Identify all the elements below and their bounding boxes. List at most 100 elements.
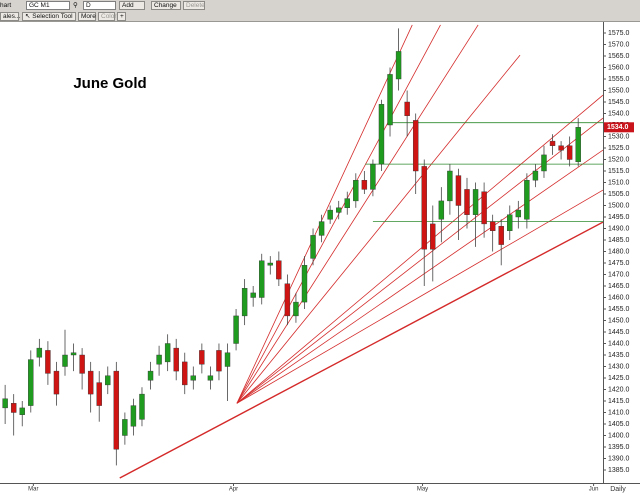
candle-body [566, 145, 573, 160]
candle-body [524, 179, 530, 220]
candle-body [250, 292, 256, 298]
y-tick-label: 1475.0 [608, 260, 630, 267]
candle-body [267, 262, 273, 266]
candle-body [404, 101, 410, 117]
candle-body [87, 370, 94, 395]
candle-body [19, 407, 25, 415]
candle-body [532, 170, 539, 181]
search-icon[interactable]: ⚲ [73, 2, 78, 9]
candle-body [79, 354, 85, 374]
candle-body [455, 175, 462, 206]
add-button[interactable]: Add [119, 1, 145, 10]
candle-body [421, 166, 427, 250]
chart-title: June Gold [73, 75, 146, 92]
candle-body [2, 398, 8, 409]
color-button[interactable]: Color [98, 12, 117, 21]
y-tick-label: 1440.0 [608, 340, 630, 347]
period-input[interactable]: D [83, 1, 116, 10]
templates-button[interactable]: ales... [0, 12, 20, 21]
y-tick-label: 1465.0 [608, 283, 630, 290]
more-button[interactable]: More [78, 12, 96, 21]
y-tick-label: 1400.0 [608, 432, 630, 439]
y-tick-label: 1445.0 [608, 329, 630, 336]
candle-body [276, 260, 282, 280]
candle-body [507, 214, 513, 231]
y-tick-label: 1485.0 [608, 237, 630, 244]
cursor-icon: ↖ [25, 13, 31, 20]
y-tick-label: 1495.0 [608, 214, 630, 221]
chart-background [0, 22, 640, 495]
last-price-box [604, 122, 634, 133]
y-tick-label: 1515.0 [608, 168, 630, 175]
symbol-input[interactable]: GC M1 [26, 1, 70, 10]
candle-body [498, 225, 504, 245]
y-tick-label: 1425.0 [608, 375, 630, 382]
trend-line [236, 24, 479, 404]
candle-body [207, 375, 214, 381]
delete-button[interactable]: Delete [183, 1, 205, 10]
candle-body [395, 51, 402, 80]
selection-tool-label: Selection Tool [32, 13, 73, 20]
candle-body [10, 403, 17, 413]
plot-area [2, 24, 603, 479]
candle-body [284, 283, 291, 317]
x-tick-label: Jun [589, 487, 599, 493]
y-tick-label: 1490.0 [608, 225, 630, 232]
candle-body [241, 288, 248, 317]
candle-body [549, 140, 556, 146]
x-tick-label: May [417, 487, 428, 493]
candle-body [353, 179, 359, 202]
candle-body [430, 223, 436, 250]
candle-body [412, 120, 419, 172]
y-tick-label: 1530.0 [608, 133, 630, 140]
candle-body [164, 343, 171, 363]
candle-body [233, 315, 239, 344]
y-tick-label: 1545.0 [608, 99, 630, 106]
y-tick-label: 1420.0 [608, 386, 630, 393]
change-button[interactable]: Change [151, 1, 181, 10]
candle-body [182, 361, 188, 386]
candle-body [147, 370, 154, 381]
y-tick-label: 1470.0 [608, 271, 630, 278]
candle-body [259, 260, 265, 298]
candle-body [301, 265, 308, 303]
candle-body [216, 350, 222, 372]
candle-body [53, 370, 60, 395]
y-tick-label: 1410.0 [608, 409, 630, 416]
candle-body [344, 198, 350, 209]
candle-body [113, 370, 120, 450]
plus-button[interactable]: + [117, 12, 126, 21]
candle-body [575, 127, 581, 163]
y-tick-label: 1540.0 [608, 110, 630, 117]
y-tick-label: 1455.0 [608, 306, 630, 313]
window-label: hart [0, 2, 12, 9]
candle-body [28, 359, 34, 406]
trend-line [119, 221, 603, 479]
candle-body [472, 189, 479, 215]
candle-body [387, 74, 393, 126]
y-tick-label: 1460.0 [608, 294, 630, 301]
toolbar: hart GC M1 ⚲ D Add Change Delete ales...… [0, 0, 640, 22]
candle-body [36, 347, 43, 358]
candle-body [293, 301, 299, 317]
trend-line [236, 54, 521, 404]
candle-body [447, 170, 453, 202]
y-tick-label: 1510.0 [608, 179, 630, 186]
chart: June Gold Daily 1385.0 1390.0 1395.0 1400.0… [0, 22, 640, 495]
trend-line [236, 94, 603, 404]
candle-body [224, 352, 231, 367]
y-tick-label: 1390.0 [608, 455, 630, 462]
y-tick-label: 1550.0 [608, 87, 630, 94]
y-tick-label: 1480.0 [608, 248, 630, 255]
y-tick-label: 1565.0 [608, 53, 630, 60]
candle-body [122, 419, 128, 436]
candle-body [105, 375, 111, 386]
selection-tool-button[interactable]: ↖ Selection Tool [22, 12, 76, 21]
candle-body [70, 352, 77, 356]
candle-body [541, 154, 547, 172]
y-tick-label: 1575.0 [608, 30, 630, 37]
y-tick-label: 1525.0 [608, 145, 630, 152]
period-label: Daily [610, 486, 626, 493]
last-price-label: 1534.0 [607, 124, 629, 131]
